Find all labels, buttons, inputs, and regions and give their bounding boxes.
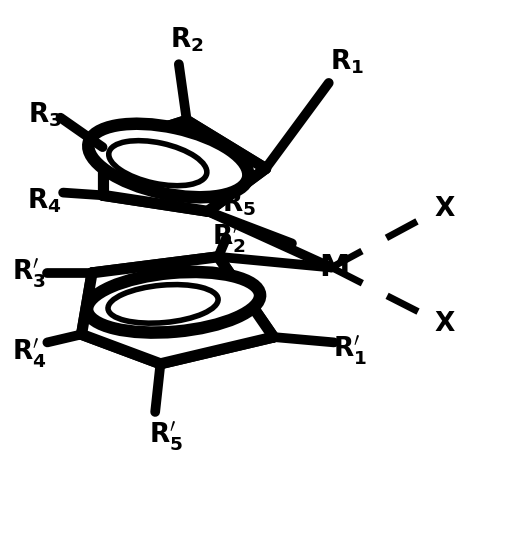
Text: $\mathbf{R_3}$: $\mathbf{R_3}$ xyxy=(28,101,62,129)
Text: $\mathbf{R_5}$: $\mathbf{R_5}$ xyxy=(222,189,257,218)
Ellipse shape xyxy=(108,285,218,323)
Text: $\mathbf{R_2'}$: $\mathbf{R_2'}$ xyxy=(212,221,246,255)
Text: $\mathbf{M}$: $\mathbf{M}$ xyxy=(319,253,349,282)
Text: $\mathbf{X}$: $\mathbf{X}$ xyxy=(433,311,456,337)
Text: $\mathbf{X}$: $\mathbf{X}$ xyxy=(433,196,456,221)
Text: $\mathbf{R_5'}$: $\mathbf{R_5'}$ xyxy=(148,419,183,453)
Text: $\mathbf{R_3'}$: $\mathbf{R_3'}$ xyxy=(12,256,46,289)
Ellipse shape xyxy=(87,272,260,333)
Text: $\mathbf{R_1'}$: $\mathbf{R_1'}$ xyxy=(333,334,367,367)
Text: $\mathbf{R_4}$: $\mathbf{R_4}$ xyxy=(27,186,62,215)
Text: $\mathbf{R_4'}$: $\mathbf{R_4'}$ xyxy=(12,337,46,370)
Polygon shape xyxy=(82,257,274,364)
Ellipse shape xyxy=(88,124,248,197)
Ellipse shape xyxy=(109,141,207,186)
Text: $\mathbf{R_2}$: $\mathbf{R_2}$ xyxy=(170,26,204,55)
Text: $\mathbf{R_1}$: $\mathbf{R_1}$ xyxy=(330,47,364,76)
Polygon shape xyxy=(103,120,266,211)
